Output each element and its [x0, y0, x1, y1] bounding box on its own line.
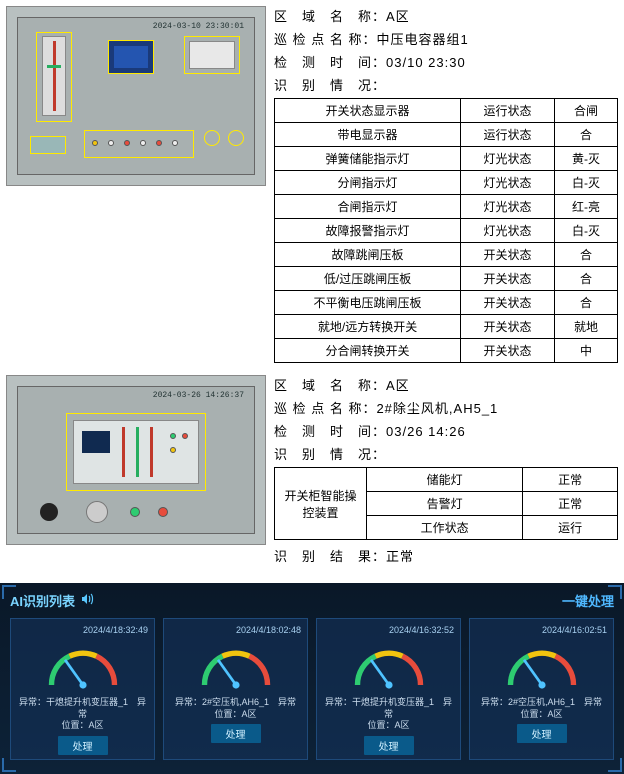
table-row: 开关柜智能操控装置储能灯正常	[275, 468, 618, 492]
ai-card-row: 2024/4/18:32:49 异常：干熄提升机变压器_1 异常位置：A区 处理…	[10, 618, 614, 760]
table-row: 开关状态显示器运行状态合闸	[275, 99, 618, 123]
card-timestamp: 2024/4/18:02:48	[170, 625, 301, 635]
speaker-icon[interactable]	[81, 593, 95, 608]
area-label: 区 域 名 称：	[274, 6, 386, 25]
card-desc: 异常：干熄提升机变压器_1 异常位置：A区	[323, 697, 454, 732]
point-value: 中压电容器组1	[376, 32, 468, 47]
gauge-icon	[17, 639, 148, 695]
card-desc: 异常：干熄提升机变压器_1 异常位置：A区	[17, 697, 148, 732]
gauge-icon	[323, 639, 454, 695]
photo-timestamp: 2024-03-10 23:30:01	[153, 22, 244, 31]
table-row: 就地/远方转换开关开关状态就地	[275, 315, 618, 339]
inspection-info-1: 区 域 名 称：A区 巡 检 点 名 称：中压电容器组1 检 测 时 间：03/…	[274, 6, 618, 363]
table-row: 分闸指示灯灯光状态白-灭	[275, 171, 618, 195]
ai-card: 2024/4/16:32:52 异常：干熄提升机变压器_1 异常位置：A区 处理	[316, 618, 461, 760]
table-row: 低/过压跳闸压板开关状态合	[275, 267, 618, 291]
status-table-1: 开关状态显示器运行状态合闸带电显示器运行状态合弹簧储能指示灯灯光状态黄-灭分闸指…	[274, 98, 618, 363]
inspection-section-1: 2024-03-10 23:30:01 区 域 名 称：A区	[0, 0, 624, 369]
process-button[interactable]: 处理	[58, 736, 108, 755]
result-value: 正常	[386, 549, 414, 564]
time-label: 检 测 时 间：	[274, 52, 386, 71]
result-label: 识 别 结 果：	[274, 549, 386, 564]
card-timestamp: 2024/4/16:02:51	[476, 625, 607, 635]
table-row: 弹簧储能指示灯灯光状态黄-灭	[275, 147, 618, 171]
table-row: 不平衡电压跳闸压板开关状态合	[275, 291, 618, 315]
ai-card: 2024/4/18:02:48 异常：2#空压机,AH6_1 异常位置：A区 处…	[163, 618, 308, 760]
process-button[interactable]: 处理	[517, 724, 567, 743]
card-desc: 异常：2#空压机,AH6_1 异常位置：A区	[170, 697, 301, 720]
equipment-photo-1: 2024-03-10 23:30:01	[6, 6, 266, 186]
gauge-icon	[476, 639, 607, 695]
process-button[interactable]: 处理	[211, 724, 261, 743]
area-value: A区	[386, 9, 410, 24]
ai-card: 2024/4/16:02:51 异常：2#空压机,AH6_1 异常位置：A区 处…	[469, 618, 614, 760]
table-row: 故障报警指示灯灯光状态白-灭	[275, 219, 618, 243]
one-click-process-button[interactable]: 一键处理	[562, 591, 614, 610]
ai-recognition-panel: AI识别列表 一键处理 2024/4/18:32:49 异常：干熄提升机变压器_…	[0, 583, 624, 774]
table-row: 合闸指示灯灯光状态红-亮	[275, 195, 618, 219]
inspection-section-2: 2024-03-26 14:26:37 区 域 名 称：A区 巡 检 点 名 称…	[0, 369, 624, 575]
status-label: 识 别 情 况：	[274, 75, 386, 94]
ai-card: 2024/4/18:32:49 异常：干熄提升机变压器_1 异常位置：A区 处理	[10, 618, 155, 760]
card-desc: 异常：2#空压机,AH6_1 异常位置：A区	[476, 697, 607, 720]
equipment-photo-2: 2024-03-26 14:26:37	[6, 375, 266, 545]
table-row: 故障跳闸压板开关状态合	[275, 243, 618, 267]
status-table-2: 开关柜智能操控装置储能灯正常告警灯正常工作状态运行	[274, 467, 618, 540]
table-row: 分合闸转换开关开关状态中	[275, 339, 618, 363]
inspection-info-2: 区 域 名 称：A区 巡 检 点 名 称：2#除尘风机,AH5_1 检 测 时 …	[274, 375, 618, 569]
process-button[interactable]: 处理	[364, 736, 414, 755]
ai-panel-title: AI识别列表	[10, 591, 95, 610]
time-value: 03/10 23:30	[386, 55, 466, 70]
photo-timestamp: 2024-03-26 14:26:37	[153, 391, 244, 400]
table-row: 带电显示器运行状态合	[275, 123, 618, 147]
card-timestamp: 2024/4/18:32:49	[17, 625, 148, 635]
card-timestamp: 2024/4/16:32:52	[323, 625, 454, 635]
point-label: 巡 检 点 名 称：	[274, 29, 376, 48]
gauge-icon	[170, 639, 301, 695]
